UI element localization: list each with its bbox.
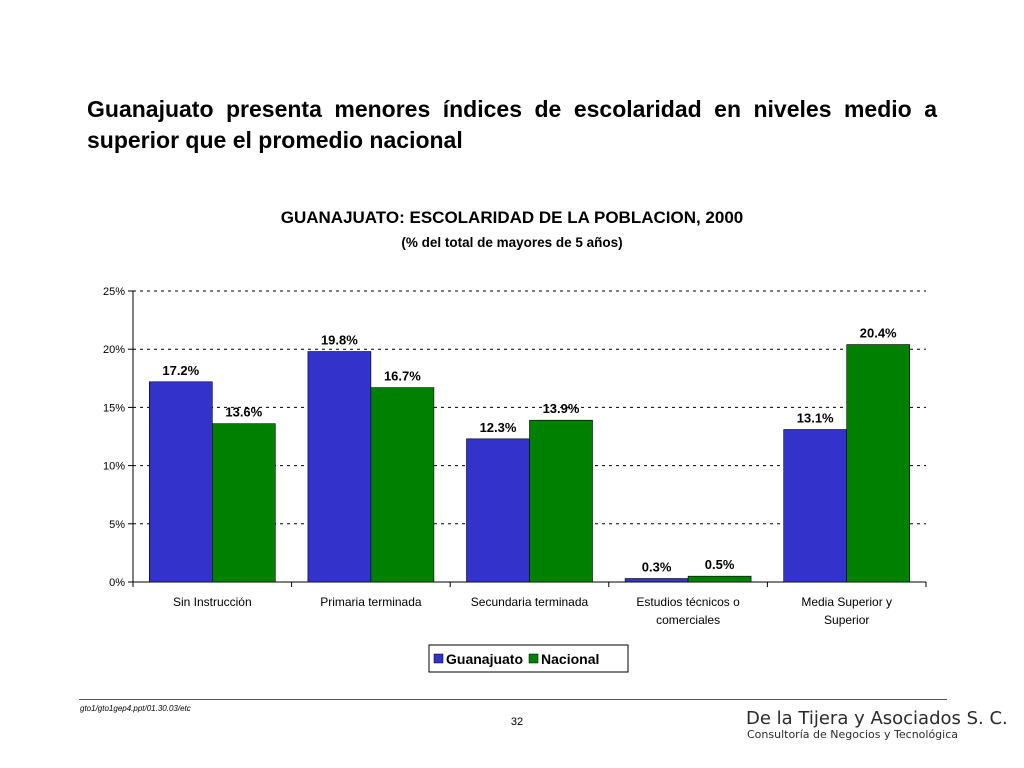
legend-box bbox=[428, 644, 629, 673]
data-label: 16.7% bbox=[384, 369, 421, 384]
bar-nacional bbox=[370, 387, 435, 583]
x-tick-label: Secundaria terminada bbox=[471, 595, 589, 609]
data-label: 12.3% bbox=[480, 420, 517, 435]
data-label: 13.1% bbox=[797, 411, 834, 426]
bar-nacional bbox=[687, 575, 752, 583]
bar-guanajuato bbox=[783, 429, 848, 583]
chart-title: GUANAJUATO: ESCOLARIDAD DE LA POBLACION,… bbox=[280, 208, 744, 227]
y-tick-label: 15% bbox=[103, 402, 125, 414]
slide-headline: Guanajuato presenta menores índices de e… bbox=[87, 96, 937, 153]
data-label: 0.5% bbox=[705, 557, 735, 572]
y-tick-label: 10% bbox=[103, 461, 125, 473]
bar-guanajuato bbox=[466, 438, 530, 583]
page-number: 32 bbox=[510, 716, 524, 728]
x-tick-label: Primaria terminada bbox=[320, 595, 422, 609]
x-tick-label: Sin Instrucción bbox=[173, 595, 252, 609]
legend-label: Nacional bbox=[541, 651, 599, 667]
chart-subtitle: (% del total de mayores de 5 años) bbox=[401, 235, 623, 250]
bar-guanajuato bbox=[149, 381, 213, 583]
legend-swatch bbox=[433, 653, 444, 664]
bar-chart: 0% 5% 10% 15% 20% 25% 17.2% 13.6% Sin Instrucció… bbox=[103, 286, 927, 673]
footer-reference: gto1/gto1gep4.ppt/01.30.03/etc bbox=[80, 704, 191, 713]
data-label: 19.8% bbox=[321, 333, 358, 348]
x-tick-label: comerciales bbox=[656, 613, 720, 627]
y-tick-label: 25% bbox=[103, 286, 125, 298]
y-tick-label: 20% bbox=[103, 344, 125, 356]
bar-nacional bbox=[529, 419, 593, 583]
legend-swatch bbox=[528, 653, 539, 664]
y-tick-label: 0% bbox=[109, 577, 125, 589]
bar-nacional bbox=[846, 344, 911, 583]
legend-label: Guanajuato bbox=[446, 651, 523, 667]
bar-nacional bbox=[212, 423, 276, 583]
data-label: 17.2% bbox=[162, 363, 199, 378]
bar-guanajuato bbox=[624, 578, 689, 583]
x-tick-label: Estudios técnicos o bbox=[636, 595, 740, 609]
x-tick-label: Media Superior y bbox=[801, 595, 892, 609]
data-label: 20.4% bbox=[860, 326, 897, 341]
y-tick-label: 5% bbox=[109, 519, 125, 531]
data-label: 13.9% bbox=[543, 401, 580, 416]
bar-guanajuato bbox=[307, 351, 372, 583]
footer-divider bbox=[79, 699, 947, 700]
company-logo-name: De la Tijera y Asociados S. C. bbox=[746, 708, 1008, 729]
data-label: 13.6% bbox=[225, 405, 262, 420]
x-tick-label: Superior bbox=[824, 613, 869, 627]
company-tagline: Consultoría de Negocios y Tecnológica bbox=[747, 728, 959, 741]
data-label: 0.3% bbox=[642, 560, 672, 575]
